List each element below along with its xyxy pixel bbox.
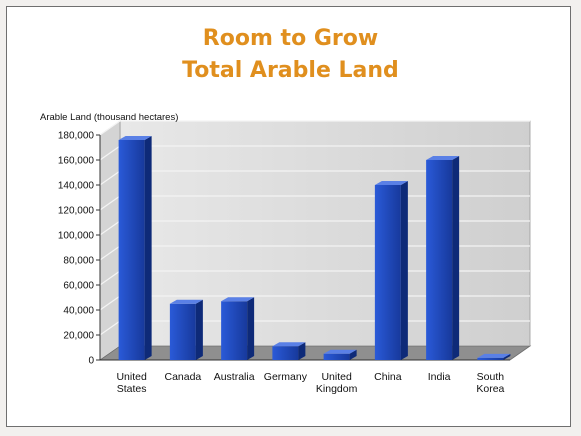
y-tick-label: 40,000 [63, 306, 94, 317]
bar-front [374, 185, 401, 360]
x-category-label-line: Australia [214, 371, 255, 383]
x-category-label-line: India [428, 371, 451, 383]
bar-front [272, 346, 299, 360]
x-category-label-line: South [477, 371, 505, 383]
bar-top [374, 181, 408, 185]
y-tick-label: 80,000 [63, 256, 94, 267]
x-category-label: South Korea [476, 371, 504, 395]
chart-title-line-2: Total Arable Land [182, 58, 399, 83]
x-category-label-line: Germany [264, 371, 308, 383]
y-tick-label: 100,000 [58, 231, 95, 242]
x-category-label-line: States [117, 383, 147, 395]
x-category-label-line: Canada [164, 371, 201, 383]
y-tick-label: 120,000 [58, 206, 95, 217]
x-category-label: Canada [164, 371, 201, 383]
bar-top [169, 299, 203, 304]
bar-top [426, 156, 460, 160]
x-category-label: India [428, 371, 451, 383]
x-category-label: United States [116, 371, 147, 395]
bar-front [426, 160, 453, 360]
y-tick-label: 140,000 [58, 181, 95, 192]
bar-top [477, 353, 511, 358]
bar-front [323, 353, 350, 360]
chart-floor [98, 345, 532, 361]
y-tick-label: 20,000 [63, 331, 94, 342]
x-category-label-line: United [116, 371, 147, 383]
x-category-label-line: Korea [476, 383, 504, 395]
bar-side [247, 297, 255, 360]
x-category-label: Australia [214, 371, 255, 383]
bar-top [323, 349, 357, 354]
x-category-label-line: United [321, 371, 352, 383]
x-category-label: China [374, 371, 402, 383]
bar-top [272, 342, 306, 347]
x-category-label-line: China [374, 371, 402, 383]
y-tick-label: 160,000 [58, 156, 95, 167]
y-axis-label: Arable Land (thousand hectares) [40, 112, 178, 123]
bar-front [169, 303, 196, 360]
bar-side [349, 349, 357, 360]
x-category-label: Germany [264, 371, 308, 383]
bar-side [452, 156, 460, 360]
bar-side [298, 342, 306, 360]
y-tick-label: 0 [88, 356, 94, 367]
bar-front [477, 357, 504, 360]
chart-title-line-1: Room to Grow [202, 26, 379, 51]
bar-front [221, 301, 248, 360]
bar-top [118, 136, 152, 140]
chart-side-wall [99, 120, 121, 361]
bar-side [144, 136, 152, 360]
bar-side [503, 353, 511, 360]
x-category-label: United Kingdom [316, 371, 358, 395]
y-tick-label: 180,000 [58, 131, 95, 142]
bar-side [195, 299, 203, 360]
bar-side [400, 181, 408, 360]
bar-top [221, 297, 255, 302]
x-category-label-line: Kingdom [316, 383, 358, 395]
gridline [99, 120, 530, 136]
bar-front [118, 140, 145, 360]
y-tick-label: 60,000 [63, 281, 94, 292]
